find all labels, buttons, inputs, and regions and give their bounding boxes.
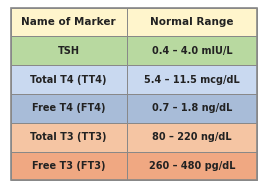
Text: TSH: TSH [58,46,80,56]
Bar [126,8,257,36]
Text: Total T3 (TT3): Total T3 (TT3) [30,132,107,142]
Text: 80 – 220 ng/dL: 80 – 220 ng/dL [152,132,232,142]
Text: Total T4 (TT4): Total T4 (TT4) [30,75,107,85]
Text: Free T3 (FT3): Free T3 (FT3) [32,161,105,171]
Bar [126,65,257,94]
Text: 0.4 – 4.0 mIU/L: 0.4 – 4.0 mIU/L [152,46,232,56]
Bar [11,152,126,180]
Bar [11,123,126,152]
Bar [11,36,126,65]
Bar [126,36,257,65]
Text: 5.4 – 11.5 mcg/dL: 5.4 – 11.5 mcg/dL [144,75,240,85]
Text: 260 – 480 pg/dL: 260 – 480 pg/dL [149,161,235,171]
Bar [11,65,126,94]
Bar [126,94,257,123]
Bar [126,123,257,152]
Bar [126,152,257,180]
Bar [11,94,126,123]
Text: Name of Marker: Name of Marker [21,17,116,27]
Bar [11,8,126,36]
Text: 0.7 – 1.8 ng/dL: 0.7 – 1.8 ng/dL [152,103,232,113]
Text: Free T4 (FT4): Free T4 (FT4) [32,103,105,113]
Text: Normal Range: Normal Range [150,17,234,27]
